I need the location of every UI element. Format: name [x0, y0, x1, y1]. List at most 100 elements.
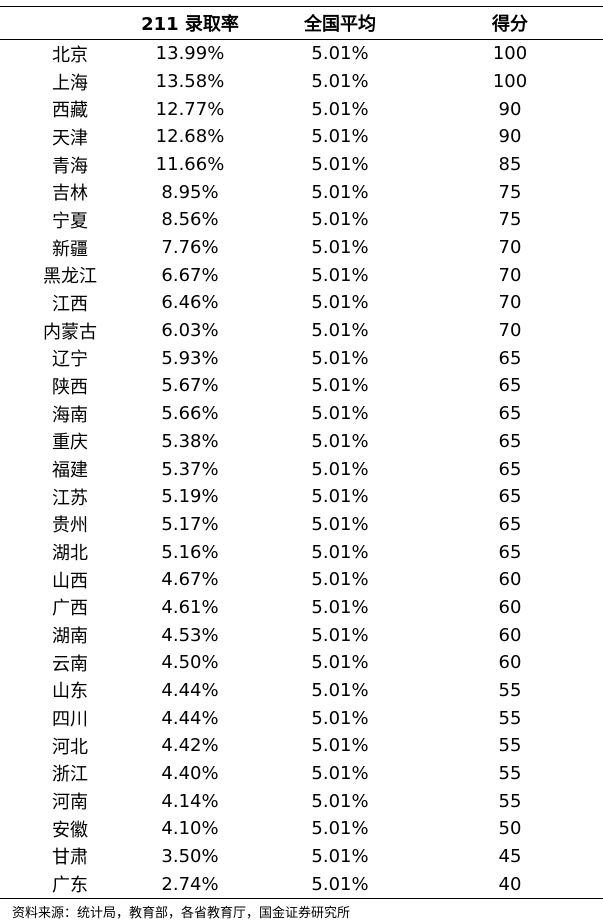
table-row: 河北 4.42% 5.01% 55: [0, 732, 603, 760]
value-cell: 70: [498, 320, 522, 342]
table-row: 陕西 5.67% 5.01% 65: [0, 372, 603, 400]
value-cell: 5.01%: [311, 71, 369, 93]
value-cell: 5.01%: [311, 707, 369, 729]
bottom-rule: [0, 898, 603, 899]
table-row: 北京 13.99% 5.01% 100: [0, 40, 603, 68]
value-cell: 5.01%: [311, 237, 369, 259]
province-cell: 云南: [52, 653, 88, 675]
value-cell: 70: [498, 292, 522, 314]
value-cell: 5.93%: [161, 347, 219, 369]
value-cell: 12.77%: [155, 98, 225, 120]
value-cell: 75: [498, 181, 522, 203]
table-row: 浙江 4.40% 5.01% 55: [0, 760, 603, 788]
header-cell: 得分: [492, 14, 528, 35]
province-cell: 新疆: [52, 238, 88, 260]
province-cell: 河北: [52, 736, 88, 758]
value-cell: 4.42%: [161, 735, 219, 757]
province-cell: 浙江: [52, 764, 88, 786]
value-cell: 5.01%: [311, 43, 369, 65]
header-row: 211 录取率 全国平均 得分: [0, 6, 603, 40]
province-cell: 西藏: [52, 100, 88, 122]
value-cell: 65: [498, 375, 522, 397]
value-cell: 8.95%: [161, 181, 219, 203]
value-cell: 90: [498, 126, 522, 148]
table-row: 重庆 5.38% 5.01% 65: [0, 427, 603, 455]
value-cell: 5.01%: [311, 430, 369, 452]
table-row: 新疆 7.76% 5.01% 70: [0, 234, 603, 262]
value-cell: 55: [498, 790, 522, 812]
value-cell: 65: [498, 541, 522, 563]
value-cell: 8.56%: [161, 209, 219, 231]
value-cell: 11.66%: [155, 154, 225, 176]
table-row: 湖北 5.16% 5.01% 65: [0, 538, 603, 566]
value-cell: 12.68%: [155, 126, 225, 148]
value-cell: 5.01%: [311, 596, 369, 618]
value-cell: 6.67%: [161, 264, 219, 286]
province-cell: 广东: [52, 875, 88, 897]
province-cell: 青海: [52, 155, 88, 177]
value-cell: 5.01%: [311, 320, 369, 342]
value-cell: 4.53%: [161, 624, 219, 646]
value-cell: 5.01%: [311, 845, 369, 867]
table-row: 宁夏 8.56% 5.01% 75: [0, 206, 603, 234]
value-cell: 5.01%: [311, 264, 369, 286]
value-cell: 5.01%: [311, 513, 369, 535]
table-row: 广东 2.74% 5.01% 40: [0, 870, 603, 898]
value-cell: 5.01%: [311, 624, 369, 646]
province-cell: 上海: [52, 72, 88, 94]
value-cell: 5.01%: [311, 486, 369, 508]
top-rule: [0, 6, 603, 7]
value-cell: 4.50%: [161, 652, 219, 674]
province-cell: 河南: [52, 792, 88, 814]
value-cell: 5.01%: [311, 126, 369, 148]
province-cell: 山东: [52, 681, 88, 703]
value-cell: 5.01%: [311, 569, 369, 591]
value-cell: 4.14%: [161, 790, 219, 812]
value-cell: 55: [498, 735, 522, 757]
value-cell: 13.99%: [155, 43, 225, 65]
province-cell: 四川: [52, 709, 88, 731]
value-cell: 5.01%: [311, 818, 369, 840]
province-cell: 重庆: [52, 432, 88, 454]
header-cell: 211 录取率: [141, 14, 239, 35]
province-cell: 黑龙江: [43, 266, 97, 288]
source-note: 资料来源：统计局，教育部，各省教育厅，国金证券研究所: [12, 906, 351, 921]
value-cell: 70: [498, 237, 522, 259]
table-row: 内蒙古 6.03% 5.01% 70: [0, 317, 603, 345]
table-row: 山东 4.44% 5.01% 55: [0, 677, 603, 705]
province-cell: 湖南: [52, 626, 88, 648]
province-cell: 陕西: [52, 376, 88, 398]
value-cell: 65: [498, 486, 522, 508]
value-cell: 6.03%: [161, 320, 219, 342]
value-cell: 65: [498, 513, 522, 535]
value-cell: 7.76%: [161, 237, 219, 259]
value-cell: 5.37%: [161, 458, 219, 480]
value-cell: 3.50%: [161, 845, 219, 867]
province-cell: 江西: [52, 293, 88, 315]
table-row: 吉林 8.95% 5.01% 75: [0, 178, 603, 206]
province-cell: 福建: [52, 460, 88, 481]
table-row: 福建 5.37% 5.01% 65: [0, 455, 603, 483]
table-row: 江苏 5.19% 5.01% 65: [0, 483, 603, 511]
value-cell: 5.38%: [161, 430, 219, 452]
province-cell: 宁夏: [52, 210, 88, 232]
value-cell: 55: [498, 707, 522, 729]
table-row: 青海 11.66% 5.01% 85: [0, 151, 603, 179]
province-cell: 海南: [52, 404, 88, 426]
value-cell: 60: [498, 596, 522, 618]
value-cell: 5.01%: [311, 403, 369, 425]
value-cell: 5.01%: [311, 679, 369, 701]
province-cell: 山西: [52, 570, 88, 592]
value-cell: 55: [498, 679, 522, 701]
value-cell: 5.19%: [161, 486, 219, 508]
value-cell: 100: [492, 43, 528, 65]
value-cell: 5.01%: [311, 762, 369, 784]
table-row: 湖南 4.53% 5.01% 60: [0, 621, 603, 649]
value-cell: 4.44%: [161, 679, 219, 701]
value-cell: 5.01%: [311, 873, 369, 895]
table-row: 海南 5.66% 5.01% 65: [0, 400, 603, 428]
table-row: 江西 6.46% 5.01% 70: [0, 289, 603, 317]
value-cell: 5.66%: [161, 403, 219, 425]
header-cell: 全国平均: [304, 14, 376, 35]
province-cell: 内蒙古: [43, 321, 97, 343]
